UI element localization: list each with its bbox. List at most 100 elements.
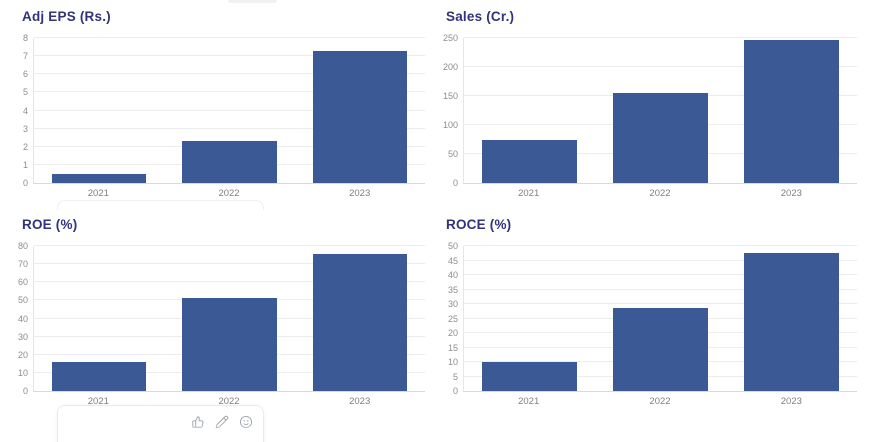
gridline: [34, 109, 425, 111]
x-tick-label: 2021: [518, 188, 540, 199]
x-tick-label: 2022: [649, 188, 671, 199]
y-tick-label: 7: [22, 51, 28, 62]
bar-slot: [34, 38, 164, 183]
gridline: [34, 73, 425, 75]
y-tick-label: 10: [447, 357, 458, 367]
y-tick-label: 2: [22, 141, 28, 152]
gridline: [464, 259, 857, 261]
bar-2022[interactable]: [182, 297, 277, 391]
y-axis: 0 1 2 3 4 5 6 7 8: [14, 33, 33, 188]
bar-slot: [464, 246, 595, 391]
bar-2023[interactable]: [744, 253, 839, 391]
thumbs-up-icon[interactable]: [191, 415, 205, 429]
bar-2021[interactable]: [482, 139, 577, 183]
y-tick-label: 30: [447, 299, 458, 309]
y-tick-label: 4: [22, 105, 28, 116]
plot-area: [463, 37, 857, 184]
y-tick-label: 20: [447, 328, 458, 338]
gridline: [34, 55, 425, 57]
x-tick-label: 2023: [780, 188, 802, 199]
bar-slot: [34, 246, 164, 391]
y-tick-label: 35: [447, 284, 458, 295]
y-tick-label: 200: [442, 62, 458, 72]
gridline: [34, 37, 425, 38]
x-tick-label: 2022: [218, 188, 240, 199]
bar-2022[interactable]: [613, 308, 708, 391]
y-tick-label: 40: [17, 313, 28, 324]
x-axis: 2021 2022 2023: [463, 188, 857, 199]
plot-area: [33, 37, 425, 184]
y-tick-label: 250: [442, 33, 458, 43]
chart-title: ROE (%): [22, 217, 78, 232]
y-tick-label: 150: [442, 91, 458, 101]
chart-title: Sales (Cr.): [446, 9, 515, 24]
hover-toolbar[interactable]: [57, 405, 264, 442]
y-tick-label: 60: [17, 277, 28, 288]
plot-area: [463, 245, 857, 392]
bar-2023[interactable]: [744, 39, 839, 183]
x-tick-label: 2021: [87, 188, 109, 199]
chart-title: Adj EPS (Rs.): [22, 9, 111, 24]
bar-slot: [726, 38, 857, 183]
x-axis: 2021 2022 2023: [33, 396, 425, 407]
y-tick-label: 20: [17, 349, 28, 360]
x-tick-label: 2022: [649, 396, 671, 407]
gridline: [464, 288, 857, 290]
gridline: [34, 281, 425, 283]
bar-slot: [295, 38, 425, 183]
y-tick-label: 80: [17, 241, 28, 251]
gridline: [34, 91, 425, 93]
y-tick-label: 25: [447, 313, 458, 324]
y-tick-label: 5: [22, 87, 28, 98]
chart-roe: ROE (%) 0 10 20 30 40 50 60 70 80 2021 2022 2023: [14, 215, 425, 407]
y-axis: 0 50 100 150 200 250: [442, 33, 463, 188]
chart-roce: ROCE (%) 0 5 10 15 20 25 30 35 40 45 50 2021 2022 20…: [444, 215, 857, 407]
bar-2023[interactable]: [312, 254, 408, 391]
y-tick-label: 70: [17, 259, 28, 270]
pen-icon[interactable]: [215, 415, 229, 429]
bar-2021[interactable]: [51, 362, 147, 391]
y-tick-label: 3: [22, 123, 28, 134]
bar-slot: [295, 246, 425, 391]
x-tick-label: 2023: [349, 188, 371, 199]
y-tick-label: 10: [17, 367, 28, 378]
y-tick-label: 6: [22, 69, 28, 80]
gridline: [464, 37, 857, 38]
plot-area: [33, 245, 425, 392]
x-tick-label: 2021: [87, 396, 109, 407]
y-axis: 0 10 20 30 40 50 60 70 80: [14, 241, 33, 396]
bar-slot: [595, 38, 726, 183]
bar-2022[interactable]: [613, 93, 708, 183]
top-edge-artifact: [228, 0, 277, 3]
gridline: [34, 245, 425, 246]
y-tick-label: 0: [452, 386, 458, 396]
gridline: [464, 66, 857, 67]
bar-slot: [595, 246, 726, 391]
bar-2022[interactable]: [182, 141, 277, 183]
bar-2021[interactable]: [51, 173, 147, 183]
chart-sales: Sales (Cr.) 0 50 100 150 200 250 2021 2022 2023: [442, 7, 857, 199]
y-tick-label: 50: [447, 241, 458, 251]
x-axis: 2021 2022 2023: [33, 188, 425, 199]
gridline: [34, 263, 425, 265]
y-tick-label: 15: [447, 342, 458, 353]
y-tick-label: 50: [17, 295, 28, 306]
gridline: [464, 303, 857, 304]
y-tick-label: 40: [447, 270, 458, 280]
y-tick-label: 45: [447, 255, 458, 266]
chart-adj-eps: Adj EPS (Rs.) 0 1 2 3 4 5 6 7 8 2021 2022 2023: [14, 7, 425, 199]
gridline: [464, 274, 857, 275]
bar-2021[interactable]: [482, 362, 577, 391]
bar-slot: [164, 38, 294, 183]
y-tick-label: 0: [22, 178, 28, 188]
bar-2023[interactable]: [312, 50, 408, 183]
y-tick-label: 0: [452, 178, 458, 188]
y-tick-label: 0: [22, 386, 28, 396]
x-tick-label: 2023: [780, 396, 802, 407]
y-tick-label: 8: [22, 33, 28, 43]
y-tick-label: 50: [447, 149, 458, 159]
y-tick-label: 100: [442, 120, 458, 130]
smiley-icon[interactable]: [239, 415, 253, 429]
bar-slot: [464, 38, 595, 183]
y-tick-label: 30: [17, 331, 28, 342]
